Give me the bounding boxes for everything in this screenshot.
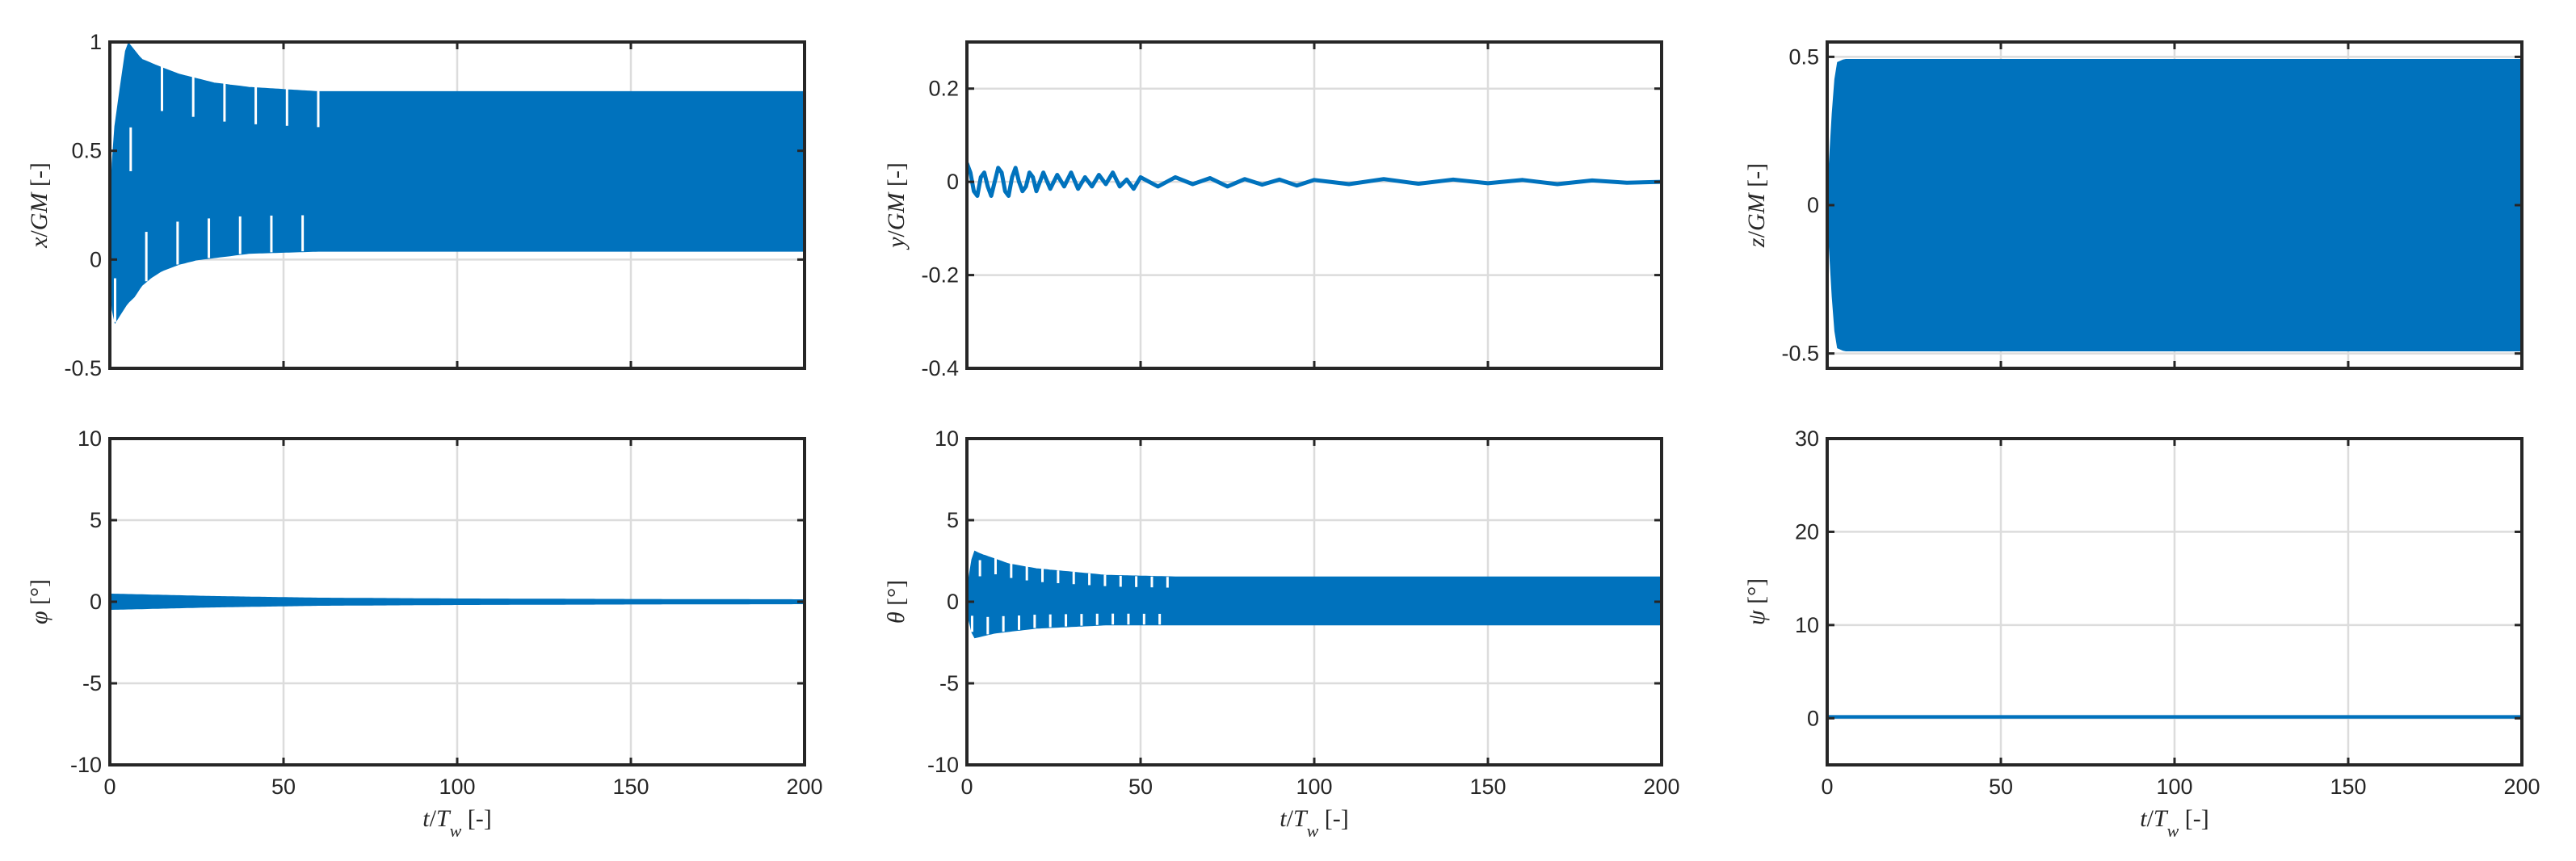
x-axis-label: t/Tw [-] [422,805,492,841]
x-tick-label: 0 [960,775,973,799]
series-envelope [110,42,805,325]
y-axis-label: x/GM [-] [26,162,53,249]
y-tick-label: -0.4 [921,356,959,380]
y-tick-label: 10 [935,426,959,451]
x-tick-label: 200 [786,775,822,799]
x-tick-label: 100 [2156,775,2192,799]
y-tick-label: 5 [947,508,959,532]
x-tick-label: 0 [103,775,116,799]
x-tick-label: 50 [1989,775,2013,799]
y-tick-label: 0 [1807,193,1819,217]
y-tick-label: 0 [1807,706,1819,730]
x-tick-label: 100 [439,775,475,799]
y-tick-label: 10 [1795,613,1819,637]
y-axis-label: φ [°] [26,579,53,624]
y-tick-label: 0.5 [1788,44,1819,69]
y-tick-label: 20 [1795,519,1819,544]
y-axis-label: θ [°] [883,580,910,624]
subplot-psi: 0 10 20 30 0 50 100 150 200 ψ [°] t/Tw [-] [1743,426,2540,841]
x-tick-label: 50 [271,775,296,799]
x-axis-label: t/Tw [-] [2140,805,2209,841]
y-tick-label: -0.5 [1781,342,1819,366]
x-tick-label: 150 [2330,775,2366,799]
y-tick-label: 30 [1795,426,1819,451]
x-tick-label: 50 [1128,775,1153,799]
x-tick-label: 100 [1296,775,1332,799]
y-tick-label: -10 [70,753,102,777]
x-tick-label: 150 [1469,775,1506,799]
x-axis-label: t/Tw [-] [1280,805,1349,841]
x-tick-label: 150 [612,775,649,799]
y-axis-label: y/GM [-] [883,162,910,250]
series-envelope [1827,715,2522,719]
x-tick-label: 200 [1643,775,1679,799]
y-tick-label: -5 [939,671,959,695]
x-tick-label: 0 [1821,775,1833,799]
y-tick-label: -0.5 [64,356,102,380]
y-tick-label: 0 [947,170,959,194]
y-axis-label: ψ [°] [1743,578,1770,625]
y-tick-label: -5 [82,671,102,695]
y-tick-label: 5 [90,508,102,532]
subplot-z: -0.5 0 0.5 z/GM [-] [1743,40,2523,370]
x-tick-label: 200 [2503,775,2540,799]
y-tick-label: 0 [90,247,102,271]
series-line [967,162,1662,198]
series-envelope [967,550,1662,639]
subplot-y: -0.4 -0.2 0 0.2 y/GM [-] [883,40,1663,380]
series-envelope [1827,59,2522,351]
y-tick-label: -0.2 [921,263,959,288]
series-envelope [110,593,805,611]
y-tick-label: 1 [90,30,102,54]
y-tick-label: 0 [947,590,959,614]
y-axis-label: z/GM [-] [1743,163,1770,248]
y-tick-label: 0.2 [928,77,959,101]
y-tick-label: 0.5 [71,139,102,163]
y-tick-label: -10 [927,753,959,777]
subplot-x: -0.5 0 0.5 1 x/GM [-] [26,30,806,380]
y-tick-label: 10 [78,426,102,451]
y-tick-label: 0 [90,590,102,614]
